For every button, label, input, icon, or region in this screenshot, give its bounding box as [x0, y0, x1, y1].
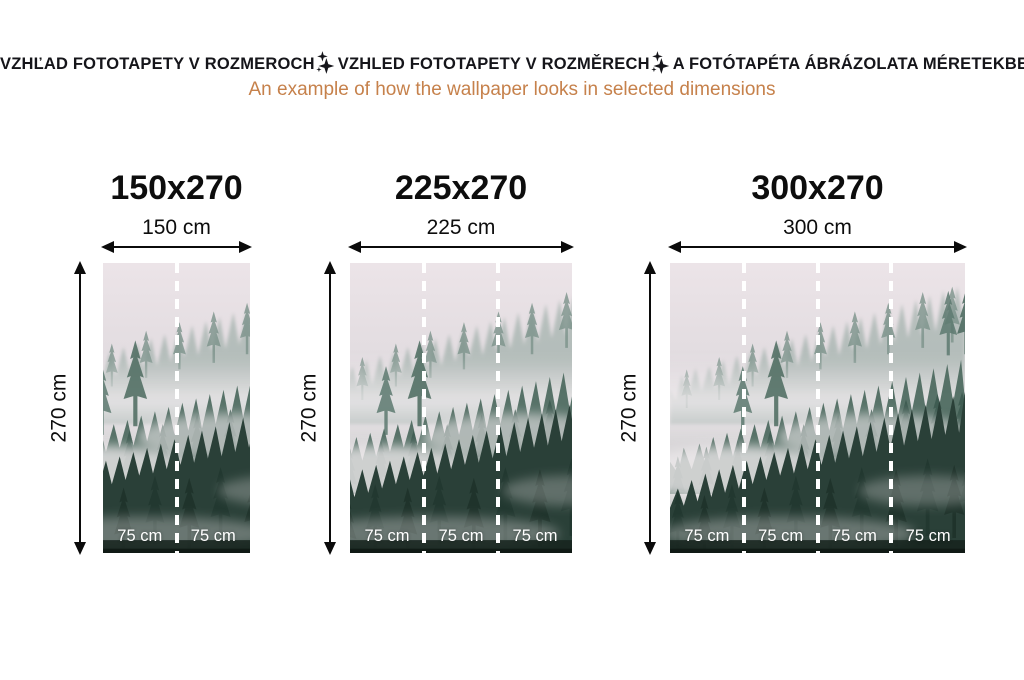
- wallpaper-strip: 75 cm: [496, 263, 572, 553]
- page-subtitle: An example of how the wallpaper looks in…: [248, 79, 776, 100]
- panel-segments: 75 cm 75 cm: [103, 263, 250, 553]
- title-slovak: VZHĽAD FOTOTAPETY V ROZMEROCH: [0, 55, 315, 74]
- height-dimension-label: 270 cm: [47, 373, 70, 443]
- sparkle-icon: [315, 51, 336, 74]
- strip-width-label: 75 cm: [905, 527, 951, 545]
- wallpaper-strip: 75 cm: [741, 263, 818, 553]
- strip-width-label: 75 cm: [438, 527, 484, 545]
- sparkle-icon: [650, 51, 671, 74]
- strip-width-label: 75 cm: [758, 527, 804, 545]
- panel-segments: 75 cm 75 cm 75 cm 75 cm: [670, 263, 965, 553]
- width-dimension-label: 225 cm: [426, 216, 496, 239]
- wallpaper-strip: 75 cm: [815, 263, 892, 553]
- width-arrow: [101, 241, 252, 253]
- wallpaper-preview-image: 75 cm 75 cm 75 cm 75 cm: [670, 263, 965, 553]
- wallpaper-strip: 75 cm: [889, 263, 965, 553]
- strip-width-label: 75 cm: [512, 527, 558, 545]
- strip-width-label: 75 cm: [831, 527, 877, 545]
- height-dimension-label: 270 cm: [297, 373, 320, 443]
- width-arrow: [668, 241, 967, 253]
- strip-width-label: 75 cm: [684, 527, 730, 545]
- panel-size-title: 150x270: [110, 169, 243, 207]
- panel-size-title: 225x270: [394, 169, 528, 207]
- height-arrow: [324, 261, 336, 555]
- wallpaper-strip: 75 cm: [422, 263, 498, 553]
- width-dimension-label: 150 cm: [142, 216, 211, 239]
- title-hungarian: A FOTÓTAPÉTA ÁBRÁZOLATA MÉRETEKBEN: [672, 55, 1024, 74]
- strip-width-label: 75 cm: [190, 527, 236, 545]
- height-dimension-label: 270 cm: [617, 373, 640, 443]
- wallpaper-preview-image: 75 cm 75 cm: [103, 263, 250, 553]
- panel-segments: 75 cm 75 cm 75 cm: [350, 263, 572, 553]
- title-czech: VZHLED FOTOTAPETY V ROZMĚRECH: [337, 55, 650, 74]
- width-arrow: [348, 241, 574, 253]
- height-arrow: [74, 261, 86, 555]
- height-arrow: [644, 261, 656, 555]
- wallpaper-strip: 75 cm: [350, 263, 424, 553]
- wallpaper-strip: 75 cm: [103, 263, 177, 553]
- page-title: VZHĽAD FOTOTAPETY V ROZMEROCH VZHLED FOTO…: [0, 51, 1024, 74]
- wallpaper-strip: 75 cm: [174, 263, 251, 553]
- panel-size-title: 300x270: [751, 169, 884, 207]
- width-dimension-label: 300 cm: [783, 216, 852, 239]
- wallpaper-preview-image: 75 cm 75 cm 75 cm: [350, 263, 572, 553]
- strip-width-label: 75 cm: [364, 527, 410, 545]
- strip-width-label: 75 cm: [117, 527, 163, 545]
- wallpaper-strip: 75 cm: [670, 263, 744, 553]
